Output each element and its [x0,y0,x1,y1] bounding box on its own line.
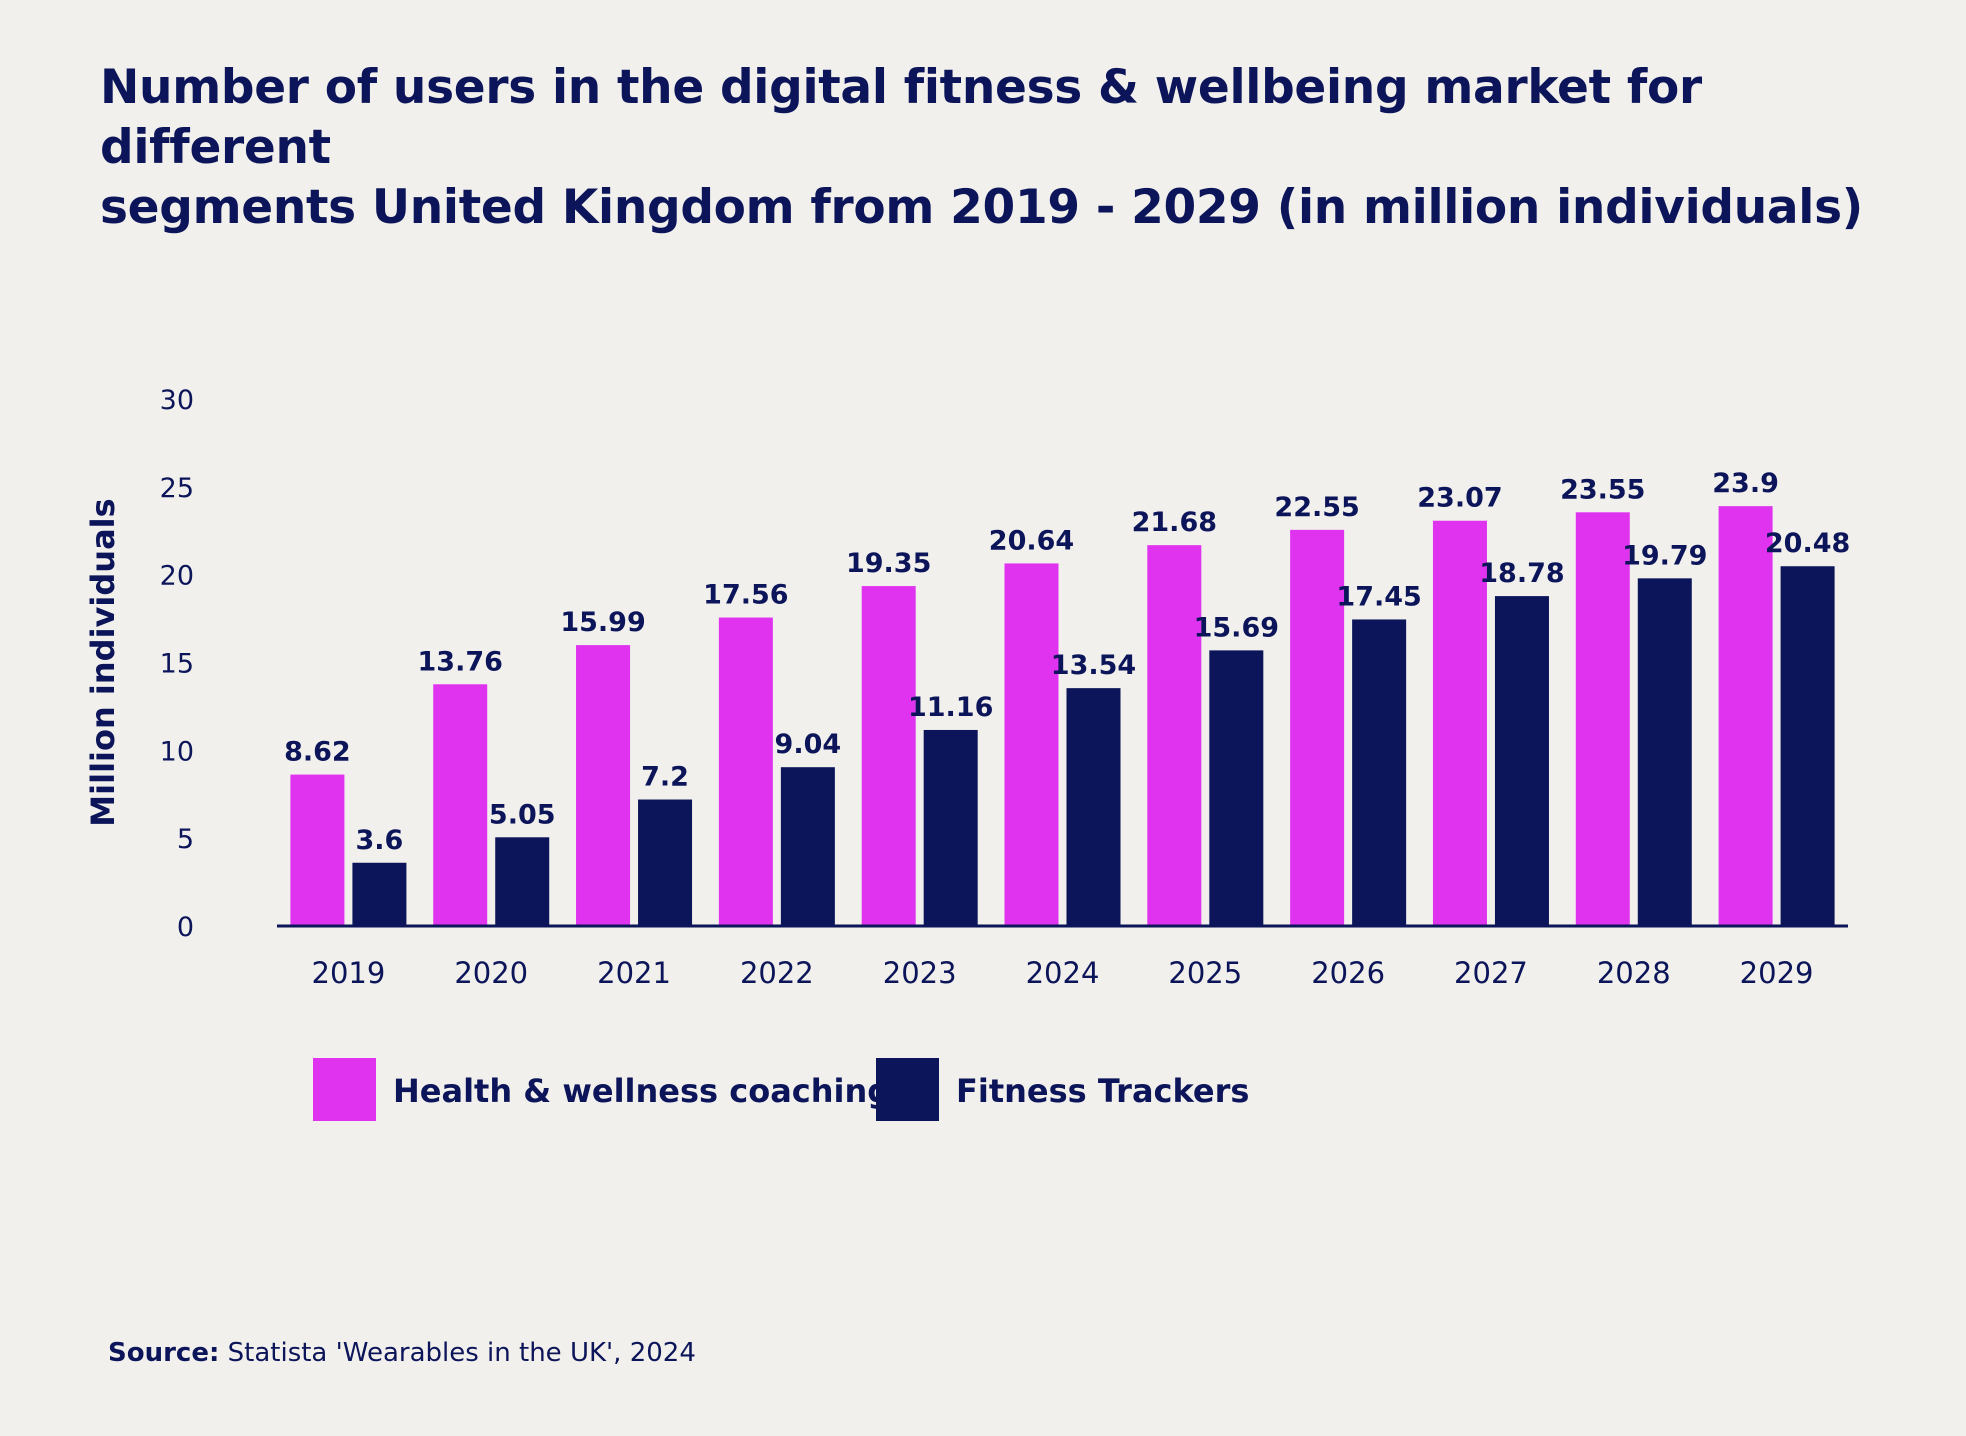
bar-health-coaching [290,774,345,926]
data-label: 20.48 [1765,528,1850,559]
y-tick-label: 0 [177,912,194,943]
bar-fitness-trackers [1780,566,1835,926]
y-tick-label: 5 [177,824,194,855]
y-tick-label: 20 [160,561,194,592]
legend-label-fitness-trackers: Fitness Trackers [956,1072,1250,1110]
x-tick-label: 2022 [740,956,814,990]
y-tick-label: 25 [160,473,194,504]
bar-health-coaching [576,645,631,926]
data-label: 17.45 [1336,581,1421,612]
data-label: 21.68 [1132,507,1217,538]
legend-swatch-fitness-trackers [876,1058,939,1121]
x-tick-label: 2025 [1168,956,1242,990]
x-tick-label: 2026 [1311,956,1385,990]
data-label: 9.04 [775,729,842,760]
bar-fitness-trackers [780,767,835,926]
data-label: 7.2 [641,762,689,793]
legend-label-health-coaching: Health & wellness coaching [393,1072,891,1110]
bar-fitness-trackers [1066,688,1121,926]
data-label: 17.56 [703,580,788,611]
x-tick-label: 2024 [1026,956,1100,990]
y-tick-label: 15 [160,649,194,680]
bar-fitness-trackers [1494,596,1549,926]
bar-fitness-trackers [923,729,978,926]
x-tick-label: 2020 [454,956,528,990]
data-label: 15.69 [1194,612,1279,643]
data-label: 5.05 [489,799,556,830]
bar-fitness-trackers [352,862,407,926]
bar-health-coaching [1432,520,1487,926]
source-prefix: Source: [108,1338,220,1368]
chart-title: Number of users in the digital fitness &… [100,58,1900,238]
x-tick-label: 2028 [1597,956,1671,990]
bar-fitness-trackers [1637,578,1692,926]
x-tick-label: 2029 [1740,956,1814,990]
chart-title-line-1: Number of users in the digital fitness &… [100,60,1702,175]
source-text: Statista 'Wearables in the UK', 2024 [219,1338,696,1368]
data-label: 19.35 [846,548,931,579]
data-label: 23.9 [1712,468,1779,499]
y-tick-label: 30 [160,385,194,416]
x-tick-label: 2023 [883,956,957,990]
data-label: 23.55 [1560,474,1645,505]
data-label: 13.76 [418,646,503,677]
data-label: 8.62 [284,737,351,768]
bar-health-coaching [1575,512,1630,926]
source-note: Source: Statista 'Wearables in the UK', … [108,1338,696,1368]
data-label: 18.78 [1479,558,1564,589]
x-tick-label: 2021 [597,956,671,990]
y-axis-title: Million individuals [84,498,122,826]
bar-health-coaching [718,617,773,926]
data-label: 11.16 [908,692,993,723]
bar-health-coaching [433,684,488,926]
bar-health-coaching [1290,529,1345,926]
legend-swatch-health-coaching [313,1058,376,1121]
data-label: 23.07 [1417,483,1502,514]
bar-health-coaching [1147,545,1202,926]
x-tick-label: 2027 [1454,956,1528,990]
data-label: 15.99 [560,607,645,638]
bar-health-coaching [1718,506,1773,926]
x-tick-label: 2019 [312,956,386,990]
data-label: 19.79 [1622,540,1707,571]
data-label: 20.64 [989,525,1074,556]
data-label: 13.54 [1051,650,1136,681]
chart-title-line-2: segments United Kingdom from 2019 - 2029… [100,180,1863,235]
bar-fitness-trackers [495,837,550,926]
bar-fitness-trackers [1352,619,1407,926]
data-label: 22.55 [1274,492,1359,523]
bar-health-coaching [1004,563,1059,926]
bar-fitness-trackers [1209,650,1264,926]
bar-fitness-trackers [638,799,693,926]
data-label: 3.6 [355,825,403,856]
bar-health-coaching [861,586,916,926]
y-tick-label: 10 [160,736,194,767]
